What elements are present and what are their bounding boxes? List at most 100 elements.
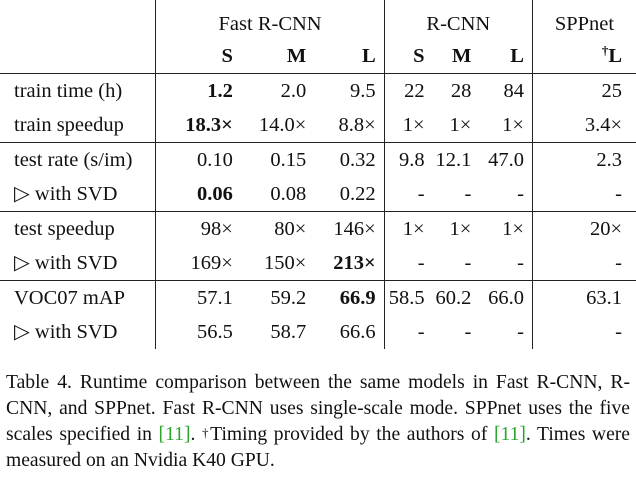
table-row: ▷ with SVD 56.5 58.7 66.6 - - - - <box>0 315 636 349</box>
table-row: ▷ with SVD 0.06 0.08 0.22 - - - - <box>0 177 636 212</box>
cell-fast-s: 0.10 <box>155 142 233 177</box>
cell-fast-m: 14.0× <box>258 113 307 136</box>
cell-rcnn-s: - <box>383 246 425 281</box>
table-row: test rate (s/im) 0.10 0.15 0.32 9.8 12.1… <box>0 142 636 177</box>
size-header-sppnet-l: †L <box>531 39 636 74</box>
cell-value-bold: 0.06 <box>196 182 233 205</box>
cell-fast-s: 56.5 <box>155 315 233 349</box>
row-label: test speedup <box>0 211 156 246</box>
table-size-header-row: S M L S M L †L <box>0 39 636 74</box>
cell-rcnn-m: 1× <box>449 113 472 136</box>
cell-fast-m: 150× <box>263 251 307 274</box>
cell-fast-m: 0.15 <box>232 142 307 177</box>
cell-sppnet-l: - <box>531 315 636 349</box>
cell-fast-l: 9.5 <box>306 73 385 108</box>
cell-sppnet-l: - <box>531 177 636 212</box>
size-header-fast-l: L <box>361 44 376 67</box>
row-label: ▷ with SVD <box>14 320 118 343</box>
table-caption: Table 4. Runtime comparison between the … <box>6 370 630 474</box>
row-label: ▷ with SVD <box>14 182 118 205</box>
cell-rcnn-s: - <box>383 177 425 212</box>
citation-link[interactable]: [11] <box>493 424 526 445</box>
cell-value-bold: 1.2 <box>207 79 233 102</box>
cell-rcnn-s: 22 <box>383 73 425 108</box>
cell-rcnn-l: 47.0 <box>471 142 533 177</box>
cell-rcnn-s: 1× <box>383 211 425 246</box>
citation-link[interactable]: [11] <box>158 424 191 445</box>
cell-fast-s: 57.1 <box>155 280 233 315</box>
cell-rcnn-m: - <box>464 320 472 343</box>
dagger-mark: † <box>201 425 211 440</box>
cell-rcnn-l: - <box>517 182 524 205</box>
group-header-sppnet: SPPnet <box>531 0 636 39</box>
caption-text: . Times were measured on an Nvidia K40 G… <box>6 424 630 471</box>
cell-sppnet-l: - <box>531 246 636 281</box>
group-header-rcnn: R-CNN <box>383 0 533 39</box>
cell-rcnn-m: 60.2 <box>424 280 472 315</box>
size-header-fast-s: S <box>155 39 233 74</box>
dagger-mark: † <box>601 42 609 58</box>
size-header-fast-m: M <box>286 44 307 67</box>
cell-fast-l: 0.22 <box>339 182 376 205</box>
table-group-header-row: Fast R-CNN R-CNN SPPnet <box>0 0 636 39</box>
cell-fast-s: 169× <box>155 246 233 281</box>
cell-rcnn-l: 1× <box>502 113 524 136</box>
group-header-fast-rcnn: Fast R-CNN <box>155 0 385 39</box>
cell-fast-l: 0.32 <box>306 142 385 177</box>
cell-fast-l: 146× <box>306 211 385 246</box>
table-row: VOC07 mAP 57.1 59.2 66.9 58.5 60.2 66.0 … <box>0 280 636 315</box>
row-label: train time (h) <box>0 73 156 108</box>
row-label: train speedup <box>14 113 124 136</box>
cell-fast-s: 0.06 <box>155 177 233 212</box>
cell-rcnn-s: 9.8 <box>383 142 425 177</box>
cell-rcnn-l: 1× <box>471 211 533 246</box>
cell-rcnn-m: 28 <box>424 73 472 108</box>
cell-rcnn-m: - <box>464 182 472 205</box>
table-row: train speedup 18.3× 14.0× 8.8× 1× 1× 1× … <box>0 108 636 143</box>
cell-sppnet-l: 3.4× <box>531 108 636 143</box>
cell-sppnet-l: 2.3 <box>531 142 636 177</box>
cell-rcnn-m: - <box>464 251 472 274</box>
size-header-rcnn-l: L <box>510 44 524 67</box>
table-row: ▷ with SVD 169× 150× 213× - - - - <box>0 246 636 281</box>
table-row: test speedup 98× 80× 146× 1× 1× 1× 20× <box>0 211 636 246</box>
cell-fast-l: 8.8× <box>338 113 376 136</box>
cell-value-bold: 18.3× <box>185 113 233 136</box>
corner-cell <box>0 0 156 39</box>
caption-text: Table 4. Runtime comparison between the … <box>6 372 630 445</box>
table-row: train time (h) 1.2 2.0 9.5 22 28 84 25 <box>0 73 636 108</box>
cell-rcnn-l: 66.0 <box>471 280 533 315</box>
row-label: test rate (s/im) <box>0 142 156 177</box>
caption-text: Timing provided by the authors of <box>210 424 494 445</box>
cell-fast-l: 66.9 <box>306 280 385 315</box>
cell-fast-m: 80× <box>232 211 307 246</box>
size-header-sppnet-l-text: L <box>608 44 622 67</box>
cell-rcnn-s: 58.5 <box>383 280 425 315</box>
cell-value-bold: 66.9 <box>339 286 376 309</box>
cell-fast-s: 98× <box>155 211 233 246</box>
results-table-container: Fast R-CNN R-CNN SPPnet S M L S M L †L t… <box>0 0 636 349</box>
cell-value-bold: 213× <box>333 251 376 274</box>
runtime-comparison-table: Fast R-CNN R-CNN SPPnet S M L S M L †L t… <box>0 0 636 349</box>
cell-fast-s: 1.2 <box>155 73 233 108</box>
row-label: ▷ with SVD <box>14 251 118 274</box>
cell-sppnet-l: 20× <box>531 211 636 246</box>
cell-sppnet-l: 63.1 <box>531 280 636 315</box>
cell-rcnn-s: 1× <box>383 108 425 143</box>
cell-rcnn-s: - <box>383 315 425 349</box>
corner-cell-2 <box>0 39 156 74</box>
cell-fast-s: 18.3× <box>155 108 233 143</box>
cell-fast-m: 2.0 <box>232 73 307 108</box>
cell-rcnn-m: 1× <box>424 211 472 246</box>
cell-fast-m: 58.7 <box>270 320 307 343</box>
cell-rcnn-l: - <box>517 251 524 274</box>
caption-text: . <box>190 424 202 445</box>
cell-fast-l: 213× <box>306 246 384 281</box>
row-label: VOC07 mAP <box>0 280 156 315</box>
cell-rcnn-l: - <box>517 320 524 343</box>
size-header-rcnn-m: M <box>451 44 472 67</box>
cell-fast-m: 59.2 <box>232 280 307 315</box>
cell-fast-m: 0.08 <box>270 182 307 205</box>
size-header-rcnn-s: S <box>383 39 425 74</box>
cell-sppnet-l: 25 <box>531 73 636 108</box>
